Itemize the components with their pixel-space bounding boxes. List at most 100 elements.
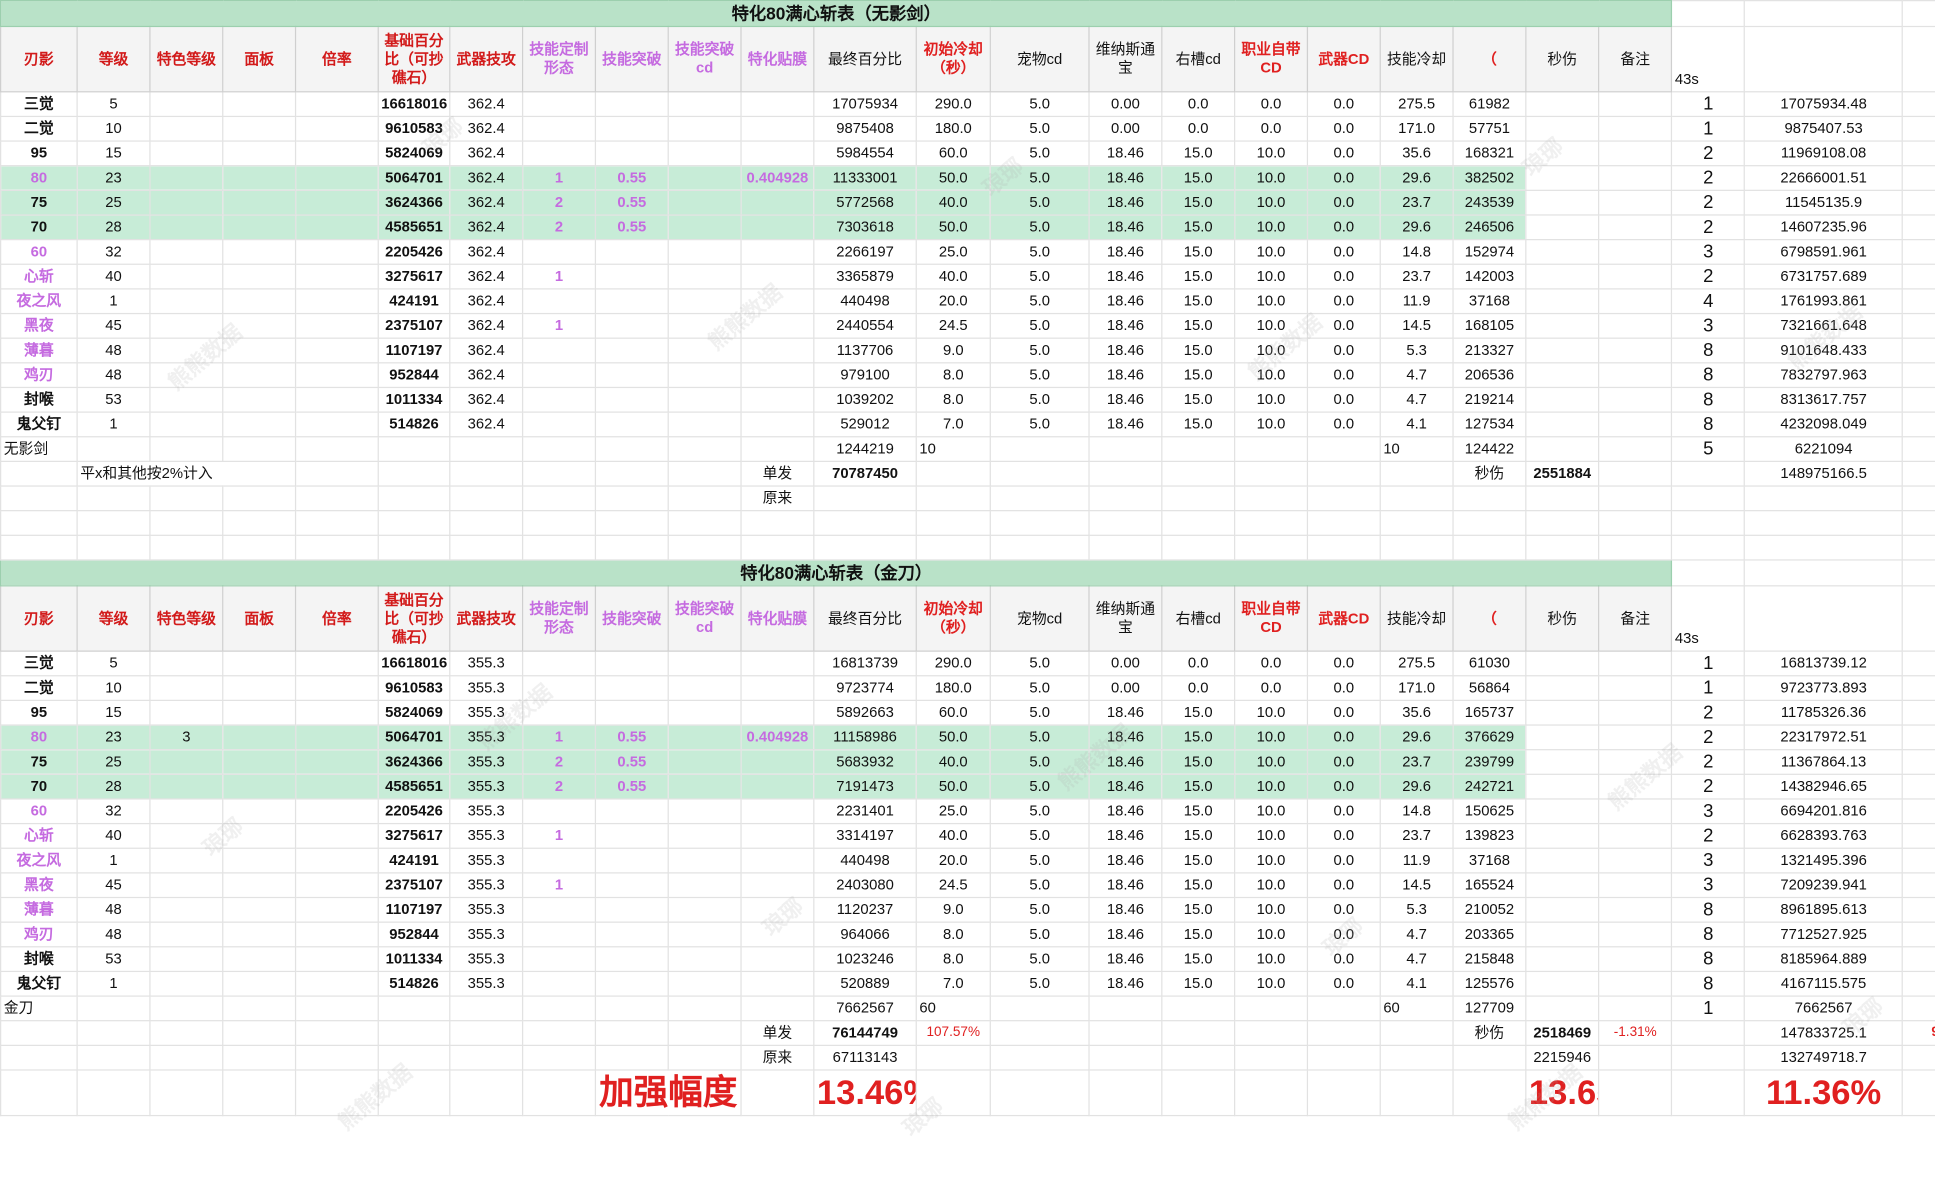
data-cell[interactable]: 5064701	[377, 165, 451, 191]
cell[interactable]	[222, 510, 297, 536]
data-cell[interactable]	[594, 946, 669, 973]
skill-name-cell[interactable]: 夜之风	[0, 847, 78, 874]
data-cell[interactable]: 37168	[1452, 288, 1527, 315]
data-cell[interactable]: 10.0	[1233, 411, 1309, 438]
cell[interactable]	[1306, 534, 1381, 561]
data-cell[interactable]: 16618016	[377, 650, 451, 677]
data-cell[interactable]	[667, 675, 742, 702]
data-cell[interactable]	[740, 189, 815, 216]
cell[interactable]	[1306, 1069, 1381, 1117]
data-cell[interactable]: 10	[76, 115, 151, 142]
data-cell[interactable]: 150625	[1452, 798, 1527, 825]
data-cell[interactable]: 15.0	[1161, 214, 1236, 241]
data-cell[interactable]: 28	[76, 773, 151, 800]
cell[interactable]	[1901, 798, 1935, 825]
column-header[interactable]: 初始冷却（秒）	[915, 585, 991, 652]
skill-name-cell[interactable]: 60	[0, 239, 78, 265]
data-cell[interactable]	[222, 312, 297, 339]
data-cell[interactable]: 0.00	[1088, 650, 1163, 677]
data-cell[interactable]	[222, 773, 297, 800]
data-cell[interactable]	[667, 91, 742, 118]
data-cell[interactable]: 5.0	[989, 773, 1090, 800]
cell[interactable]	[149, 1020, 224, 1046]
data-cell[interactable]: 10	[1379, 436, 1454, 463]
data-cell[interactable]: 2	[521, 189, 597, 216]
cell[interactable]	[377, 1069, 451, 1117]
data-cell[interactable]: 362.4	[449, 411, 524, 438]
cell[interactable]	[1901, 822, 1935, 849]
data-cell[interactable]: 165737	[1452, 699, 1527, 726]
data-cell[interactable]	[222, 386, 297, 413]
data-cell[interactable]: 0.55	[594, 749, 669, 775]
data-cell[interactable]: 16618016	[377, 91, 451, 118]
data-cell[interactable]	[1598, 822, 1673, 849]
data-cell[interactable]: 514826	[377, 411, 451, 438]
data-cell[interactable]	[294, 337, 379, 364]
data-cell[interactable]: 10	[915, 436, 991, 463]
cell[interactable]	[294, 510, 379, 536]
data-cell[interactable]	[1525, 239, 1600, 265]
cell[interactable]	[1671, 0, 1746, 28]
data-cell[interactable]: 1	[1671, 995, 1746, 1022]
data-cell[interactable]: 5	[1671, 436, 1746, 463]
data-cell[interactable]	[1525, 337, 1600, 364]
data-cell[interactable]: 8.0	[915, 946, 991, 973]
data-cell[interactable]: 18.46	[1088, 239, 1163, 265]
data-cell[interactable]	[294, 386, 379, 413]
column-header[interactable]: 右槽cd	[1161, 585, 1236, 652]
data-cell[interactable]: 8	[1671, 337, 1746, 364]
data-cell[interactable]: 0.0	[1306, 165, 1381, 191]
cell[interactable]	[1901, 460, 1935, 487]
cell[interactable]	[1901, 263, 1935, 290]
cell[interactable]	[667, 485, 742, 512]
data-cell[interactable]: 127709	[1452, 995, 1527, 1022]
data-cell[interactable]	[667, 847, 742, 874]
data-cell[interactable]: 20.0	[915, 288, 991, 315]
data-cell[interactable]: 5.0	[989, 749, 1090, 775]
skill-name-cell[interactable]: 三觉	[0, 91, 78, 118]
data-cell[interactable]: 2	[1671, 699, 1746, 726]
data-cell[interactable]: 25.0	[915, 239, 991, 265]
data-cell[interactable]	[149, 411, 224, 438]
data-cell[interactable]: 3275617	[377, 263, 451, 290]
data-cell[interactable]: 11158986	[813, 724, 917, 751]
data-cell[interactable]: 8	[1671, 896, 1746, 923]
data-cell[interactable]	[294, 921, 379, 948]
data-cell[interactable]	[294, 214, 379, 241]
column-header[interactable]: 基础百分比（可抄礁石）	[377, 25, 451, 93]
data-cell[interactable]: 8.0	[915, 386, 991, 413]
data-cell[interactable]: 355.3	[449, 970, 524, 997]
data-cell[interactable]: 5824069	[377, 699, 451, 726]
data-cell[interactable]	[594, 675, 669, 702]
data-cell[interactable]	[1525, 872, 1600, 899]
data-cell[interactable]	[594, 312, 669, 339]
data-cell[interactable]: 206536	[1452, 362, 1527, 389]
data-cell[interactable]: 2	[521, 773, 597, 800]
column-header[interactable]: 秒伤	[1525, 25, 1600, 93]
data-cell[interactable]	[149, 91, 224, 118]
data-cell[interactable]: 17075934.48	[1744, 91, 1904, 118]
cell[interactable]	[594, 485, 669, 512]
data-cell[interactable]	[149, 165, 224, 191]
data-cell[interactable]: 5.0	[989, 312, 1090, 339]
data-cell[interactable]	[667, 946, 742, 973]
column-header[interactable]: （	[1452, 25, 1527, 93]
data-cell[interactable]: 5772568	[813, 189, 917, 216]
cell[interactable]	[1598, 1069, 1673, 1117]
data-cell[interactable]: 8.0	[915, 362, 991, 389]
cell[interactable]	[76, 510, 151, 536]
cell[interactable]	[1901, 386, 1935, 413]
data-cell[interactable]	[667, 115, 742, 142]
data-cell[interactable]	[521, 970, 597, 997]
data-cell[interactable]	[294, 798, 379, 825]
data-cell[interactable]	[149, 946, 224, 973]
data-cell[interactable]: 246506	[1452, 214, 1527, 241]
data-cell[interactable]: 6731757.689	[1744, 263, 1904, 290]
data-cell[interactable]: 2	[1671, 165, 1746, 191]
column-header[interactable]: 初始冷却（秒）	[915, 25, 991, 93]
data-cell[interactable]: 60	[1379, 995, 1454, 1022]
data-cell[interactable]: 5.0	[989, 189, 1090, 216]
data-cell[interactable]	[1598, 411, 1673, 438]
cell[interactable]	[1233, 510, 1309, 536]
data-cell[interactable]	[740, 312, 815, 339]
